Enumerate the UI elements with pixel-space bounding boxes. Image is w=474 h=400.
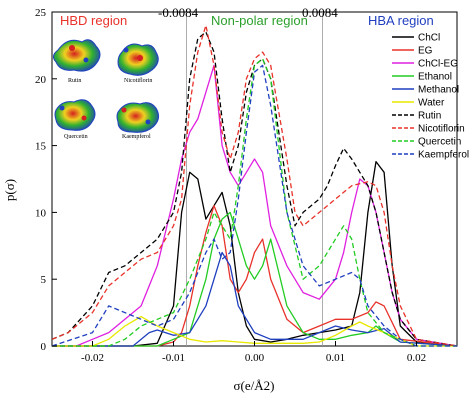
series-line-ethanol	[52, 211, 458, 347]
threshold-label-pos: 0.0084	[302, 5, 338, 20]
legend-label-eg: EG	[418, 46, 433, 57]
region-label-hba: HBA region	[368, 13, 434, 28]
molecule-caption-rutin: Rutin	[68, 78, 81, 84]
molecule-rutin-image	[52, 39, 101, 72]
molecule-caption-quercetin: Quercetin	[64, 134, 88, 140]
threshold-lines	[186, 12, 323, 346]
legend-label-rutin: Rutin	[418, 111, 441, 122]
legend: ChCl EG ChCl-EG Ethanol Methanol Water Rutin Ni…	[392, 33, 469, 161]
x-tick-label-4: 0.02	[407, 352, 426, 364]
series-line-kaempferol	[51, 64, 457, 347]
molecule-caption-nicotiflorin: Nicotiflorin	[124, 77, 152, 84]
x-axis-title: σ(e/Å2)	[234, 378, 275, 393]
x-tick-label-2: 0.00	[245, 352, 265, 364]
series-layer	[51, 24, 458, 347]
y-tick-label-1: 5	[41, 274, 47, 286]
molecule-nicotiflorin-image	[117, 43, 159, 76]
series-line-nicotiflorin	[51, 24, 458, 347]
y-axis-title: p(σ)	[2, 179, 17, 201]
series-line-methanol	[52, 251, 458, 347]
y-tick-label-5: 25	[35, 7, 47, 19]
molecule-quercetin-image	[54, 99, 96, 131]
series-line-chcl	[52, 160, 458, 347]
legend-label-methanol: Methanol	[418, 85, 459, 96]
legend-label-ethanol: Ethanol	[418, 72, 452, 83]
region-label-hbd: HBD region	[60, 13, 127, 28]
legend-label-chcl: ChCl	[418, 33, 440, 44]
x-tick-label-1: -0.01	[162, 352, 185, 364]
series-line-chcl-eg	[52, 64, 458, 347]
legend-label-kaempferol: Kaempferol	[418, 150, 469, 161]
legend-label-water: Water	[418, 98, 445, 109]
threshold-label-neg: -0.0084	[158, 5, 199, 20]
region-label-nonpolar: Non-polar region	[211, 13, 308, 28]
axes-layer: -0.02 -0.01 0.00 0.01 0.02 0 5 10 15 20 25	[35, 7, 426, 364]
molecule-kaempferol-image	[116, 102, 160, 133]
legend-label-chcl-eg: ChCl-EG	[418, 59, 458, 70]
x-tick-label-0: -0.02	[81, 352, 104, 364]
legend-label-quercetin: Quercetin	[418, 137, 461, 148]
y-tick-label-0: 0	[41, 341, 47, 353]
legend-label-nicotiflorin: Nicotiflorin	[418, 124, 465, 135]
y-tick-label-2: 10	[35, 207, 47, 219]
molecule-surfaces: Rutin Nicotiflorin Quercetin Kaempferol	[52, 39, 160, 140]
series-line-eg	[52, 205, 458, 347]
molecule-caption-kaempferol: Kaempferol	[122, 133, 151, 140]
x-tick-label-3: 0.01	[326, 352, 345, 364]
series-line-quercetin	[52, 58, 457, 347]
y-tick-label-4: 20	[35, 74, 47, 86]
y-tick-label-3: 15	[35, 141, 47, 153]
